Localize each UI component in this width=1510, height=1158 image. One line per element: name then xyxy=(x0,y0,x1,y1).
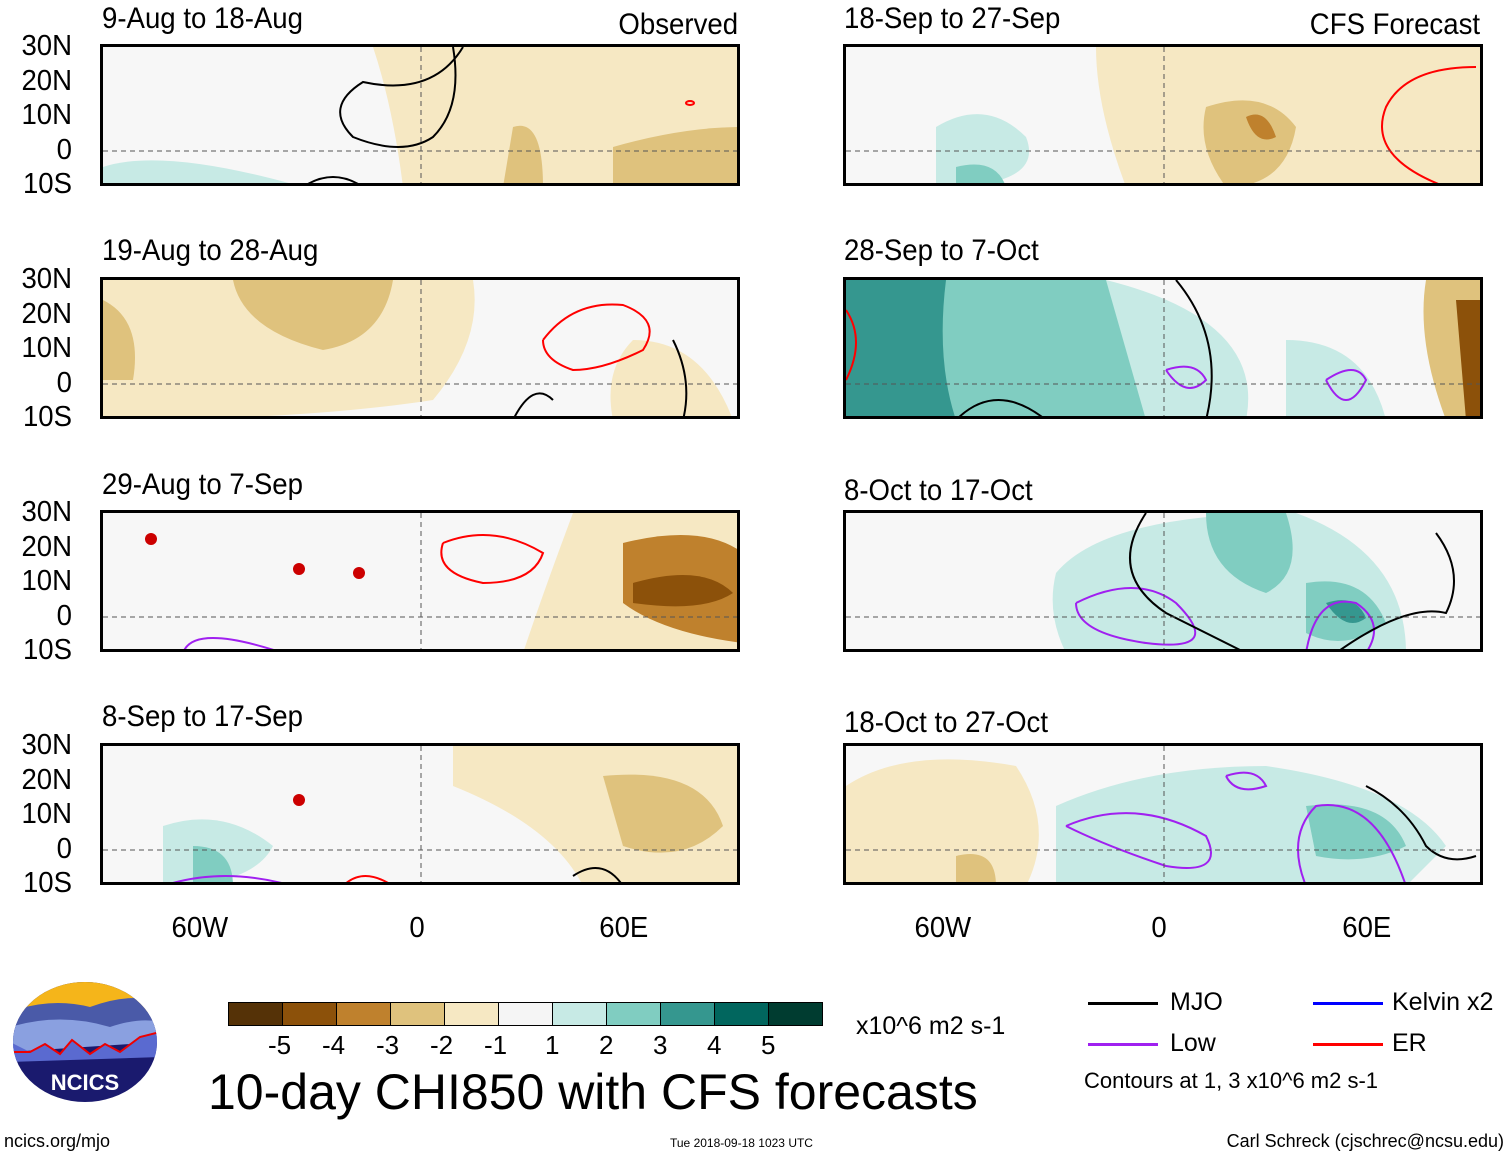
lat-tick: 0 xyxy=(56,600,72,632)
legend-label-mjo: MJO xyxy=(1170,988,1223,1016)
colorbar-swatch xyxy=(553,1003,607,1025)
panel-title: 9-Aug to 18-Aug xyxy=(102,2,304,35)
lat-tick: 20N xyxy=(21,65,72,97)
colorbar-swatch xyxy=(445,1003,499,1025)
colorbar-tick-label: -1 xyxy=(484,1030,508,1060)
lat-tick: 0 xyxy=(56,833,72,865)
colorbar-swatch xyxy=(391,1003,445,1025)
lat-tick: 10S xyxy=(22,168,73,200)
anomaly-map xyxy=(846,47,1480,183)
anomaly-map xyxy=(103,746,737,882)
lat-tick: 20N xyxy=(21,298,72,330)
colorbar-swatch xyxy=(283,1003,337,1025)
colorbar-tick-label: -2 xyxy=(430,1030,454,1060)
colorbar-tick-label: 2 xyxy=(599,1030,614,1060)
lat-tick: 0 xyxy=(56,134,72,166)
lat-tick: 10S xyxy=(22,634,73,666)
map-panel xyxy=(843,743,1483,885)
lon-tick: 60E xyxy=(599,912,649,944)
legend-label-kelvin: Kelvin x2 xyxy=(1392,988,1494,1016)
panel-title: 8-Sep to 17-Sep xyxy=(102,700,304,733)
lat-tick: 0 xyxy=(56,367,72,399)
colorbar-tick-label: -3 xyxy=(376,1030,400,1060)
lat-tick: 30N xyxy=(21,729,72,761)
anomaly-map xyxy=(103,47,737,183)
lat-tick: 10N xyxy=(21,798,72,830)
colorbar-tick-label: 4 xyxy=(707,1030,722,1060)
colorbar-tick-label: 1 xyxy=(545,1030,560,1060)
map-panel xyxy=(843,510,1483,652)
lat-tick: 30N xyxy=(21,496,72,528)
colorbar-swatch xyxy=(337,1003,391,1025)
anomaly-map xyxy=(103,513,737,649)
legend-label-er: ER xyxy=(1392,1029,1427,1057)
colorbar-tick-label: -5 xyxy=(268,1030,292,1060)
legend-swatch-er xyxy=(1313,1043,1383,1046)
lon-tick: 60E xyxy=(1342,912,1392,944)
lon-tick: 0 xyxy=(1151,912,1167,944)
map-panel xyxy=(100,277,740,419)
panel-title: 8-Oct to 17-Oct xyxy=(844,474,1033,507)
lat-tick: 30N xyxy=(21,263,72,295)
colorbar-swatch xyxy=(661,1003,715,1025)
figure-title: 10-day CHI850 with CFS forecasts xyxy=(208,1064,978,1120)
lat-tick: 30N xyxy=(21,30,72,62)
lat-tick: 10S xyxy=(22,401,73,433)
colorbar-swatch xyxy=(607,1003,661,1025)
lat-tick: 10N xyxy=(21,565,72,597)
map-panel xyxy=(100,743,740,885)
footer-timestamp: Tue 2018-09-18 1023 UTC xyxy=(670,1136,813,1150)
anomaly-map xyxy=(103,280,737,416)
panel-title: 28-Sep to 7-Oct xyxy=(844,234,1039,267)
colorbar-swatch xyxy=(769,1003,822,1025)
panel-title: 18-Oct to 27-Oct xyxy=(844,706,1049,739)
lat-tick: 20N xyxy=(21,531,72,563)
legend-swatch-kelvin xyxy=(1313,1002,1383,1005)
panel-title: 19-Aug to 28-Aug xyxy=(102,234,319,267)
lat-tick: 10N xyxy=(21,332,72,364)
colorbar-tick-label: 5 xyxy=(761,1030,776,1060)
colorbar-tick-label: -4 xyxy=(322,1030,346,1060)
lat-tick: 20N xyxy=(21,764,72,796)
colorbar-swatch xyxy=(229,1003,283,1025)
lon-tick: 0 xyxy=(409,912,425,944)
map-panel xyxy=(100,510,740,652)
map-panel xyxy=(843,277,1483,419)
panel-title: 29-Aug to 7-Sep xyxy=(102,468,304,501)
anomaly-map xyxy=(846,746,1480,882)
footer-url[interactable]: ncics.org/mjo xyxy=(4,1131,111,1151)
legend-note: Contours at 1, 3 x10^6 m2 s-1 xyxy=(1084,1068,1379,1093)
lat-tick: 10N xyxy=(21,99,72,131)
legend-swatch-low xyxy=(1088,1043,1158,1046)
anomaly-map xyxy=(846,513,1480,649)
map-panel xyxy=(100,44,740,186)
legend-swatch-mjo xyxy=(1088,1002,1158,1005)
colorbar-tick-label: 3 xyxy=(653,1030,668,1060)
colorbar-swatch xyxy=(499,1003,553,1025)
colorbar xyxy=(228,1002,823,1026)
lat-tick: 10S xyxy=(22,867,73,899)
panel-title: 18-Sep to 27-Sep xyxy=(844,2,1061,35)
legend-label-low: Low xyxy=(1170,1029,1216,1057)
map-panel xyxy=(843,44,1483,186)
logo-text: NCICS xyxy=(50,1070,120,1095)
lon-tick: 60W xyxy=(914,912,972,944)
colorbar-units: x10^6 m2 s-1 xyxy=(856,1012,1006,1040)
anomaly-map xyxy=(846,280,1480,416)
observed-label: Observed xyxy=(618,8,738,41)
lon-tick: 60W xyxy=(171,912,229,944)
ncics-logo: NCICS xyxy=(10,982,160,1102)
forecast-label: CFS Forecast xyxy=(1309,8,1480,41)
footer-credit: Carl Schreck (cjschrec@ncsu.edu) xyxy=(1226,1131,1504,1151)
colorbar-swatch xyxy=(715,1003,769,1025)
